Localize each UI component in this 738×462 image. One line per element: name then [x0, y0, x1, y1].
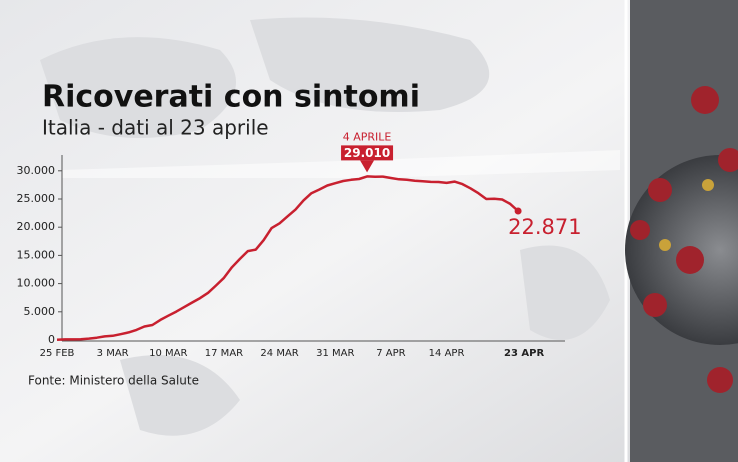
x-tick-label: 31 MAR	[316, 348, 354, 359]
y-tick-label: 15.000	[17, 248, 56, 261]
annotation: 4 APRILE	[343, 130, 392, 143]
x-tick-label: 25 FEB	[40, 348, 75, 359]
end-point	[514, 207, 522, 215]
peak-label-box	[341, 145, 394, 161]
x-tick-label: 7 APR	[376, 348, 405, 359]
y-tick-label: 10.000	[17, 277, 56, 290]
x-tick-label: 17 MAR	[205, 348, 243, 359]
value-label: 29.010	[344, 146, 390, 160]
peak-marker	[360, 160, 375, 173]
virus-image	[625, 86, 738, 393]
chart-subtitle: Italia - dati al 23 aprile	[42, 116, 269, 140]
source: Fonte: Ministero della Salute	[28, 374, 199, 388]
chart-title: Ricoverati con sintomi	[42, 80, 420, 115]
x-tick-label: 23 APR	[504, 348, 544, 359]
y-tick-label: 5.000	[24, 305, 56, 318]
x-tick-label: 24 MAR	[260, 348, 298, 359]
data-line	[56, 175, 519, 341]
y-tick-label: 25.000	[17, 192, 56, 205]
x-tick-label: 10 MAR	[149, 348, 187, 359]
y-tick-label: 30.000	[17, 164, 56, 177]
x-tick-label: 14 APR	[429, 348, 465, 359]
world-map	[40, 17, 610, 436]
y-tick-label: 0	[48, 333, 55, 346]
y-tick-label: 20.000	[17, 220, 56, 233]
value-label: 22.871	[508, 215, 581, 239]
x-tick-label: 3 MAR	[97, 348, 129, 359]
light-band	[62, 150, 620, 178]
